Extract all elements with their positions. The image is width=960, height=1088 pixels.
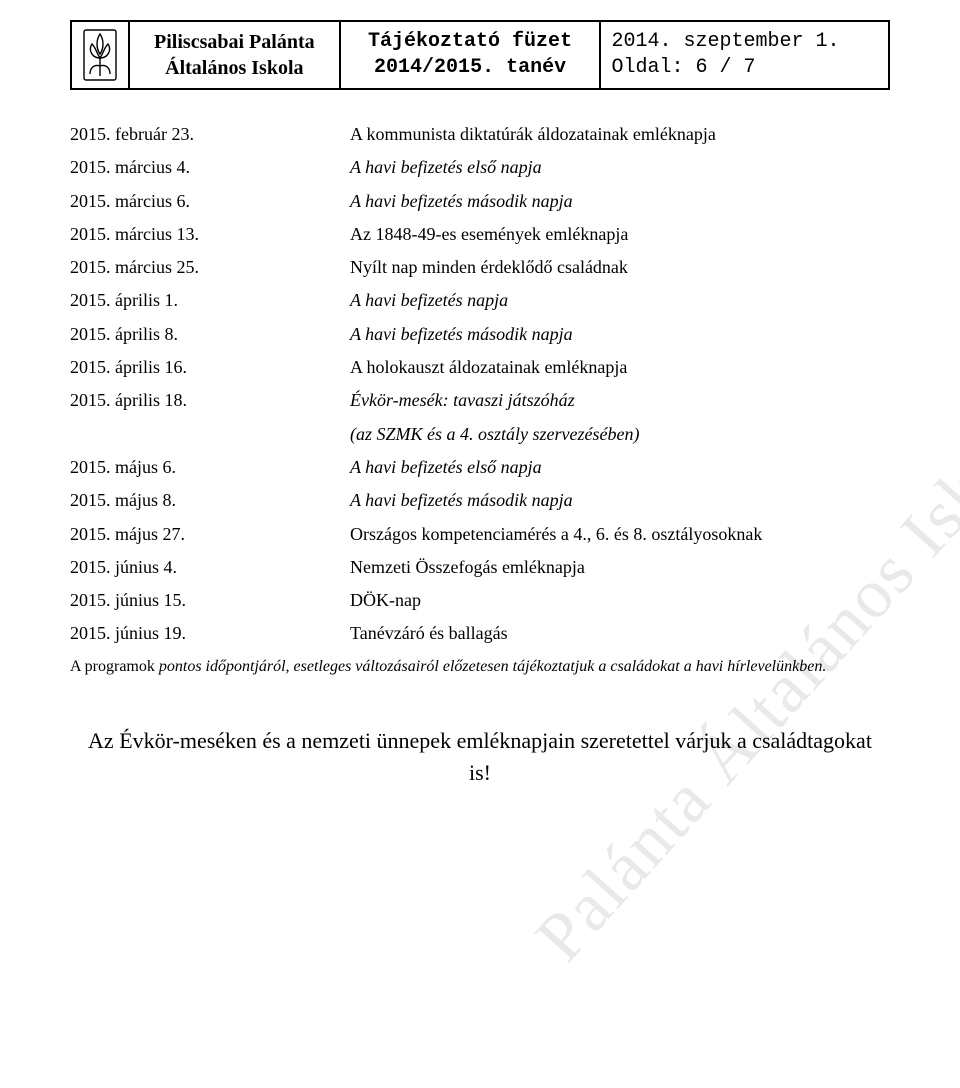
header-school-line1: Piliscsabai Palánta [140,29,329,55]
event-desc: A havi befizetés első napja [350,451,890,484]
header-booklet: Tájékoztató füzet 2014/2015. tanév [340,21,601,89]
event-desc: DÖK-nap [350,584,890,617]
footer-note-lead: A programok [70,658,159,675]
header-booklet-line1: Tájékoztató füzet [351,29,590,55]
event-row: 2015. május 6.A havi befizetés első napj… [70,451,890,484]
header-datepage: 2014. szeptember 1. Oldal: 6 / 7 [600,21,889,89]
event-row: 2015. február 23.A kommunista diktatúrák… [70,118,890,151]
event-desc: A havi befizetés napja [350,284,890,317]
header-page: Oldal: 6 / 7 [611,55,878,81]
event-row: 2015. április 1.A havi befizetés napja [70,284,890,317]
event-row: 2015. június 19.Tanévzáró és ballagás [70,617,890,650]
event-list: 2015. február 23.A kommunista diktatúrák… [70,118,890,651]
event-row: 2015. március 4.A havi befizetés első na… [70,151,890,184]
event-row: 2015. április 18.Évkör-mesék: tavaszi já… [70,384,890,417]
event-date: 2015. március 4. [70,151,350,184]
event-desc: Nyílt nap minden érdeklődő családnak [350,251,890,284]
event-desc: A havi befizetés második napja [350,484,890,517]
logo-cell [71,21,129,89]
event-desc: Évkör-mesék: tavaszi játszóház [350,384,890,417]
header-school-line2: Általános Iskola [140,55,329,81]
event-date: 2015. április 1. [70,284,350,317]
event-indent-row: (az SZMK és a 4. osztály szervezésében) [70,418,890,451]
event-date: 2015. március 13. [70,218,350,251]
flower-logo-icon [82,28,118,82]
event-date: 2015. június 19. [70,617,350,650]
event-desc: Az 1848-49-es események emléknapja [350,218,890,251]
footer-note: A programok pontos időpontjáról, esetleg… [70,655,890,679]
event-date: 2015. április 8. [70,318,350,351]
header-school: Piliscsabai Palánta Általános Iskola [129,21,340,89]
event-row: 2015. június 4.Nemzeti Összefogás emlékn… [70,551,890,584]
event-desc: A holokauszt áldozatainak emléknapja [350,351,890,384]
event-row: 2015. március 25.Nyílt nap minden érdekl… [70,251,890,284]
event-row: 2015. április 16.A holokauszt áldozatain… [70,351,890,384]
closing-text: Az Évkör-meséken és a nemzeti ünnepek em… [70,725,890,789]
header-table: Piliscsabai Palánta Általános Iskola Táj… [70,20,890,90]
event-date: 2015. június 4. [70,551,350,584]
header-date: 2014. szeptember 1. [611,29,878,55]
event-desc: Tanévzáró és ballagás [350,617,890,650]
event-row: 2015. március 13.Az 1848-49-es események… [70,218,890,251]
event-date: 2015. május 8. [70,484,350,517]
event-date: 2015. április 18. [70,384,350,417]
event-date: 2015. május 27. [70,518,350,551]
event-date: 2015. május 6. [70,451,350,484]
event-date: 2015. február 23. [70,118,350,151]
event-date: 2015. április 16. [70,351,350,384]
event-row: 2015. június 15.DÖK-nap [70,584,890,617]
event-desc: A havi befizetés első napja [350,151,890,184]
event-desc: Nemzeti Összefogás emléknapja [350,551,890,584]
event-row: 2015. május 8.A havi befizetés második n… [70,484,890,517]
event-row: 2015. május 27.Országos kompetenciamérés… [70,518,890,551]
event-desc: Országos kompetenciamérés a 4., 6. és 8.… [350,518,890,551]
event-row: 2015. március 6.A havi befizetés második… [70,185,890,218]
event-date: 2015. március 25. [70,251,350,284]
event-desc: A havi befizetés második napja [350,318,890,351]
header-booklet-line2: 2014/2015. tanév [351,55,590,81]
event-date: 2015. március 6. [70,185,350,218]
event-desc: A kommunista diktatúrák áldozatainak eml… [350,118,890,151]
event-desc: (az SZMK és a 4. osztály szervezésében) [350,424,639,444]
event-date: 2015. június 15. [70,584,350,617]
page-container: Piliscsabai Palánta Általános Iskola Táj… [0,0,960,789]
event-desc: A havi befizetés második napja [350,185,890,218]
event-row: 2015. április 8.A havi befizetés második… [70,318,890,351]
footer-note-rest: pontos időpontjáról, esetleges változása… [159,658,826,675]
